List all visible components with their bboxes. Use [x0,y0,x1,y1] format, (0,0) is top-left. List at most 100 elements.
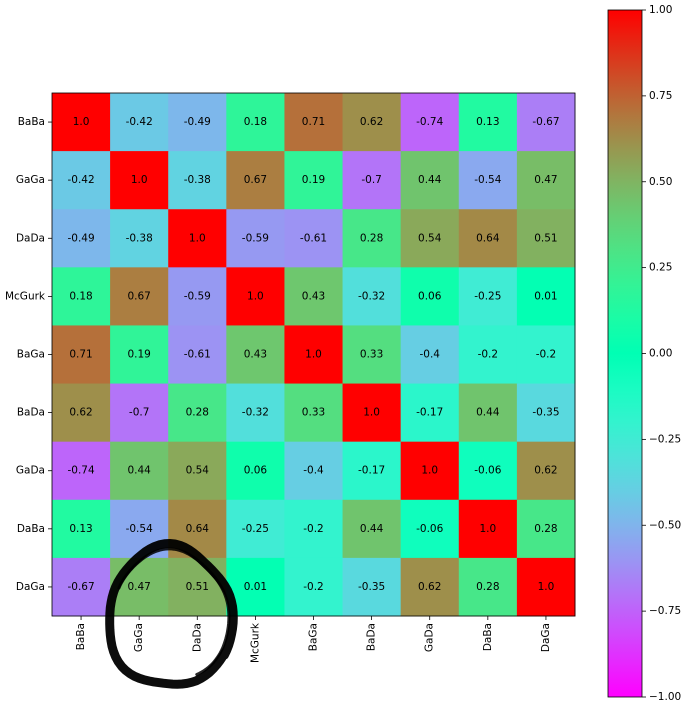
heatmap-cell [516,93,576,152]
cell-value-label: 0.44 [418,174,442,186]
cell-value-label: -0.38 [184,174,211,186]
cell-value-label: 0.18 [69,290,92,302]
heatmap-cell [400,499,460,559]
cell-value-label: 1.0 [73,116,90,128]
cell-value-label: -0.25 [474,290,501,302]
circle-stroke-inner [117,547,231,676]
x-tick-label: DaDa [191,623,203,652]
cell-value-label: -0.4 [419,349,440,361]
cell-value-label: -0.74 [67,465,94,477]
heatmap-cell [284,267,344,326]
cell-value-label: 0.18 [244,116,267,128]
cell-value-label: 0.67 [127,290,150,302]
cell-value-label: 0.33 [302,407,325,419]
heatmap-cell [168,151,227,210]
heatmap-cell [110,267,169,326]
heatmap-cell [226,325,285,385]
cell-value-label: 0.28 [534,523,557,535]
cell-value-label: -0.54 [126,523,153,535]
heatmap-cell [516,383,576,443]
heatmap-cell [458,93,518,152]
heatmap-cell [516,151,576,210]
x-tick-label: BaBa [75,623,87,650]
cell-value-label: 0.47 [534,174,557,186]
cell-value-label: 0.28 [360,232,383,244]
heatmap-cell [516,557,576,617]
x-tick-label: McGurk [249,622,261,663]
heatmap-cell [284,325,344,385]
heatmap-cell [226,267,285,326]
heatmap-cell [52,267,111,326]
heatmap-cell [226,441,285,501]
heatmap-cell [458,267,518,326]
heatmap-cell [284,441,344,501]
cell-value-label: -0.2 [478,349,499,361]
cell-value-label: 0.51 [534,232,557,244]
heatmap-cell [400,441,460,501]
heatmap-cell [342,209,402,268]
cell-value-label: 0.43 [244,349,267,361]
heatmap-cell [458,557,518,617]
cell-value-label: -0.35 [358,581,385,593]
heatmap-cell [52,441,111,501]
y-tick-label: BaGa [17,349,45,361]
cell-value-label: -0.38 [126,232,153,244]
x-tick-label: GaGa [133,623,145,652]
heatmap-cell [110,93,169,152]
cell-value-label: -0.2 [303,581,324,593]
heatmap-cell [284,499,344,559]
cell-value-label: -0.35 [532,407,559,419]
cell-value-label: 0.64 [476,232,500,244]
cell-value-label: -0.61 [184,349,211,361]
cell-value-label: -0.06 [416,523,443,535]
heatmap-cell [226,209,285,268]
cell-value-label: 1.0 [421,465,438,477]
heatmap-cell [226,93,285,152]
cell-value-label: -0.7 [129,407,150,419]
cell-value-label: 0.51 [186,581,209,593]
cell-value-label: -0.2 [536,349,557,361]
heatmap-cell [342,557,402,617]
cell-value-label: -0.54 [474,174,501,186]
cell-value-label: -0.61 [300,232,327,244]
heatmap-cell [284,151,344,210]
cell-value-label: 1.0 [538,581,555,593]
heatmap-cell [110,151,169,210]
heatmap-cell [168,267,227,326]
heatmap-cell [168,325,227,385]
heatmap-cell [400,383,460,443]
heatmap-cell [52,383,111,443]
heatmap-cell [342,383,402,443]
heatmap-cell [342,267,402,326]
heatmap-cell [458,151,518,210]
cell-value-label: 0.64 [186,523,210,535]
heatmap-cell [516,499,576,559]
y-tick-label: GaGa [16,174,45,186]
cell-value-label: -0.2 [303,523,324,535]
cell-value-label: -0.42 [67,174,94,186]
heatmap-cell [400,267,460,326]
cell-value-label: 0.67 [244,174,267,186]
heatmap-cell [458,209,518,268]
cell-value-label: 0.62 [69,407,92,419]
heatmap-cell [110,441,169,501]
y-tick-label: BaBa [18,116,45,128]
cell-value-label: 0.71 [69,349,92,361]
cell-value-label: 1.0 [131,174,148,186]
y-tick-label: McGurk [5,290,46,302]
heatmap-cell [52,325,111,385]
heatmap-cell [110,383,169,443]
heatmap-cell [226,499,285,559]
cell-value-label: -0.25 [242,523,269,535]
cell-value-label: -0.7 [361,174,382,186]
cell-value-label: -0.67 [67,581,94,593]
cell-value-label: 0.44 [127,465,151,477]
heatmap-cell [400,325,460,385]
colorbar-tick-label: −0.25 [649,433,681,445]
heatmap-cell [52,209,111,268]
cell-value-label: 0.19 [127,349,150,361]
y-tick-label: DaGa [16,581,45,593]
cell-value-label: 0.54 [418,232,442,244]
cell-value-label: 0.62 [360,116,383,128]
heatmap-cell [458,499,518,559]
